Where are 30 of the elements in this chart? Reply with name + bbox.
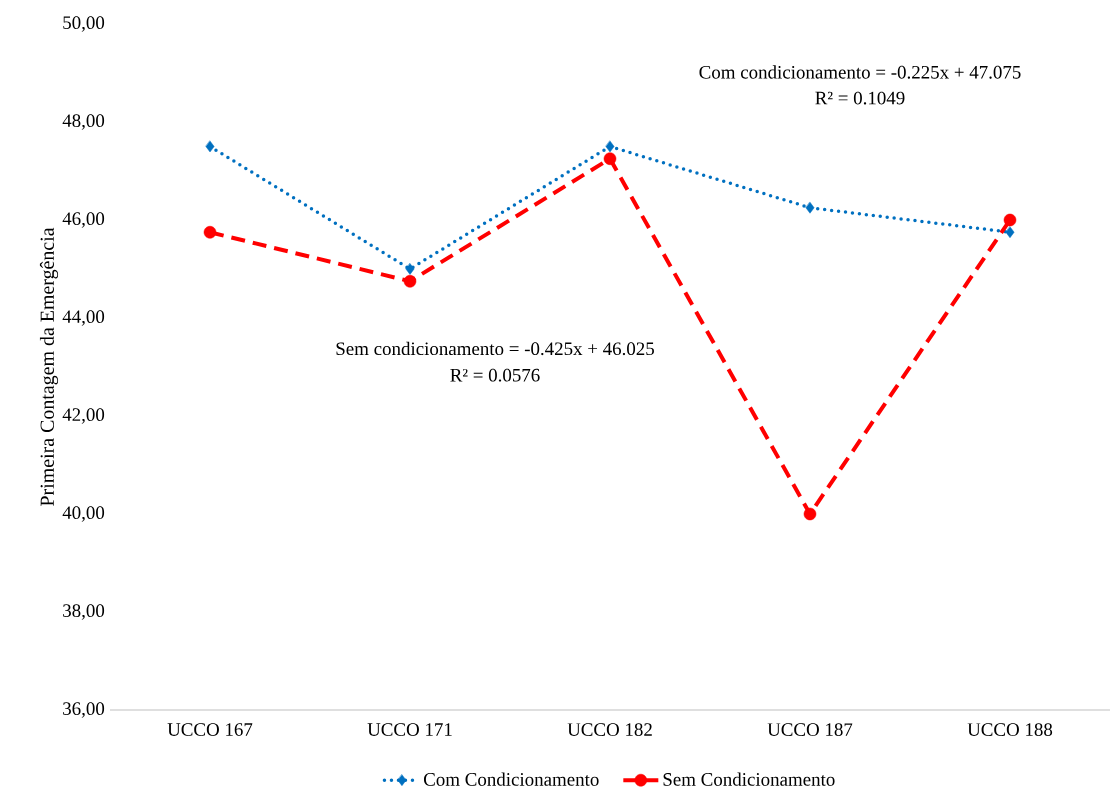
y-tick-label: 46,00 — [62, 212, 105, 228]
point — [805, 202, 815, 214]
point — [203, 226, 217, 239]
annotation: R² = 0.0576 — [450, 368, 540, 382]
point — [205, 140, 215, 153]
point — [605, 140, 615, 153]
y-tick-label: 44,00 — [62, 310, 105, 326]
point — [1005, 226, 1015, 238]
annotation: Sem condicionamento = -0.425x + 46.025 — [336, 341, 654, 356]
y-tick-label: 42,00 — [62, 408, 105, 424]
y-tick-label: 38,00 — [63, 604, 105, 620]
legend-label: Com Condicionamento — [423, 772, 599, 786]
legend-label: Sem Condicionamento — [663, 772, 835, 786]
x-tick-label: UCCO 182 — [567, 723, 652, 736]
x-tick-label: UCCO 187 — [767, 723, 853, 736]
x-tick-label: UCCO 188 — [967, 723, 1053, 736]
point — [405, 263, 415, 275]
annotation: R² = 0.1049 — [815, 91, 905, 105]
x-tick-label: UCCO 171 — [367, 723, 452, 736]
y-tick-label: 36,00 — [63, 702, 105, 718]
point — [1003, 213, 1017, 227]
point — [603, 152, 617, 165]
y-tick-label: 48,00 — [62, 114, 105, 130]
y-tick-label: 50,00 — [63, 16, 105, 32]
point — [403, 275, 417, 288]
y-axis-title: Primeira Contagem da Emergência — [39, 227, 59, 506]
x-tick-label: UCCO 167 — [167, 723, 253, 736]
annotation: Com condicionamento = -0.225x + 47.075 — [699, 65, 1021, 79]
point — [803, 507, 817, 521]
y-tick-label: 40,00 — [62, 506, 105, 522]
